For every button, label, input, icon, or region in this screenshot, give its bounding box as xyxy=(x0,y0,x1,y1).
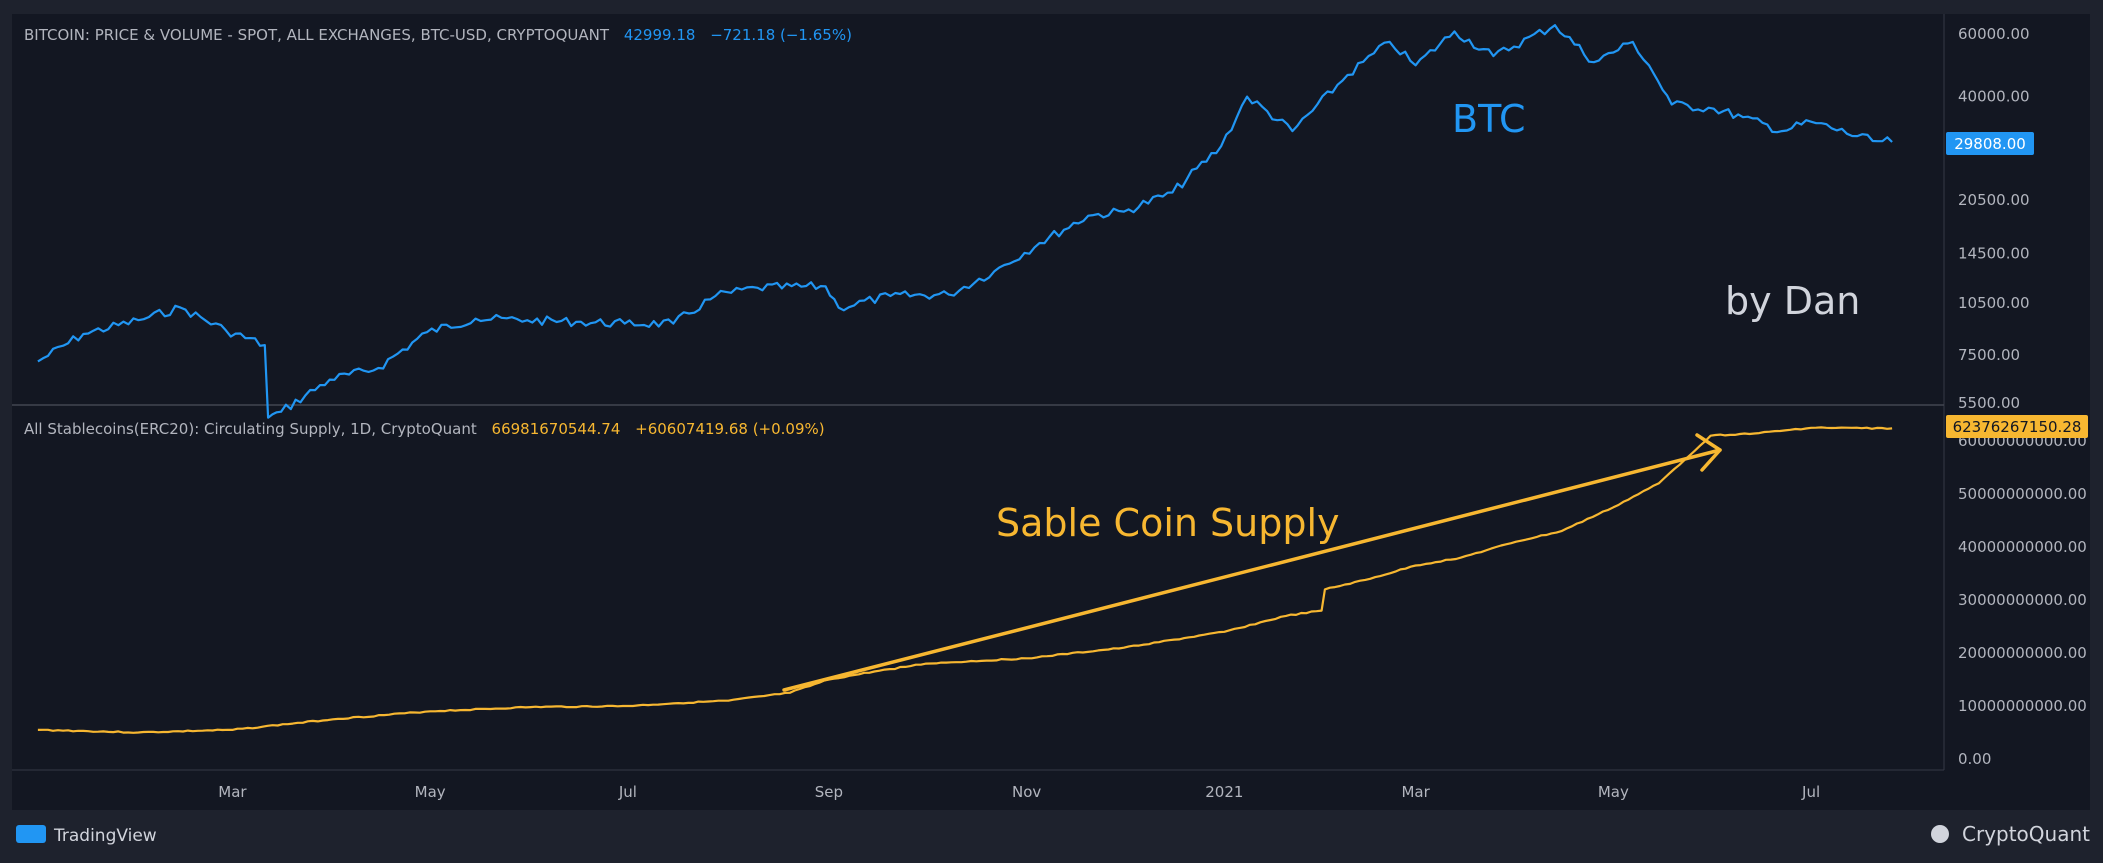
stablecoin-supply-line xyxy=(37,426,1893,734)
trend-arrow-head xyxy=(1695,433,1722,472)
btc-y-tick-label: 7500.00 xyxy=(1958,346,2020,364)
stable-y-tick-label: 30000000000.00 xyxy=(1958,591,2087,609)
tradingview-logo: TradingView xyxy=(16,825,157,846)
tradingview-logo-icon xyxy=(16,825,46,843)
x-tick-label: Sep xyxy=(815,783,843,801)
stable-panel-header: All Stablecoins(ERC20): Circulating Supp… xyxy=(24,420,825,438)
btc-y-tick-label: 40000.00 xyxy=(1958,88,2030,106)
tradingview-brand: TradingView xyxy=(53,826,157,846)
stable-y-tick-label: 0.00 xyxy=(1958,750,1991,768)
btc-y-tick-label: 20500.00 xyxy=(1958,191,2030,209)
stable-y-tick-label: 40000000000.00 xyxy=(1958,538,2087,556)
stable-y-tick-label: 10000000000.00 xyxy=(1958,697,2087,715)
stable-y-tick-label: 50000000000.00 xyxy=(1958,485,2087,503)
btc-annotation: BTC xyxy=(1452,97,1526,141)
x-tick-label: 2021 xyxy=(1205,783,1243,801)
plot-background xyxy=(12,14,2090,810)
btc-panel-title: BITCOIN: PRICE & VOLUME - SPOT, ALL EXCH… xyxy=(24,26,610,44)
x-tick-label: Mar xyxy=(218,783,247,801)
btc-last-badge-text: 29808.00 xyxy=(1954,135,2026,153)
x-tick-label: Nov xyxy=(1012,783,1041,801)
btc-y-axis: 60000.00 40000.00 20500.00 14500.00 10500.00… xyxy=(1958,25,2030,412)
x-tick-label: Mar xyxy=(1401,783,1430,801)
x-axis: Mar May Jul Sep Nov 2021 Mar May Jul xyxy=(218,783,1820,801)
stable-y-tick-label: 20000000000.00 xyxy=(1958,644,2087,662)
trend-arrow-shaft xyxy=(782,448,1722,692)
supply-annotation: Sable Coin Supply xyxy=(996,501,1340,545)
x-tick-label: May xyxy=(1598,783,1629,801)
cryptoquant-logo-icon xyxy=(1931,825,1949,843)
stable-last-badge xyxy=(1946,415,2088,438)
cryptoquant-logo: CryptoQuant xyxy=(1931,822,2090,846)
author-annotation: by Dan xyxy=(1725,279,1860,323)
stable-panel-value: 66981670544.74 xyxy=(492,420,621,438)
btc-last-badge xyxy=(1946,132,2034,155)
x-tick-label: May xyxy=(415,783,446,801)
stable-last-badge-text: 62376267150.28 xyxy=(1953,418,2082,436)
x-tick-label: Jul xyxy=(618,783,637,801)
btc-y-tick-label: 10500.00 xyxy=(1958,294,2030,312)
btc-y-tick-label: 5500.00 xyxy=(1958,394,2020,412)
btc-y-tick-label: 14500.00 xyxy=(1958,244,2030,262)
stable-panel-title: All Stablecoins(ERC20): Circulating Supp… xyxy=(24,420,477,438)
btc-price-line xyxy=(37,24,1893,419)
stable-panel-change: +60607419.68 (+0.09%) xyxy=(635,420,824,438)
btc-panel-header: BITCOIN: PRICE & VOLUME - SPOT, ALL EXCH… xyxy=(24,26,852,44)
btc-y-tick-label: 60000.00 xyxy=(1958,25,2030,43)
cryptoquant-brand: CryptoQuant xyxy=(1962,822,2090,846)
btc-panel-value: 42999.18 xyxy=(624,26,696,44)
x-tick-label: Jul xyxy=(1801,783,1820,801)
btc-panel-change: −721.18 (−1.65%) xyxy=(710,26,852,44)
